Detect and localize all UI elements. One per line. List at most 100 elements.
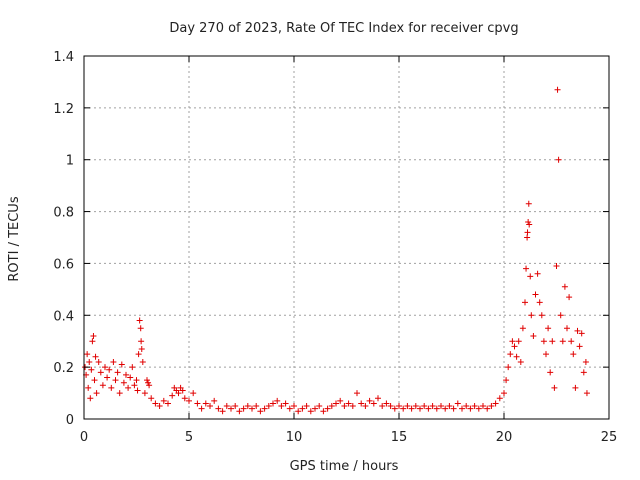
y-axis-label: ROTI / TECUs — [7, 196, 22, 281]
data-point — [492, 400, 499, 407]
data-point — [547, 369, 554, 376]
data-point — [438, 403, 444, 410]
data-point — [358, 400, 365, 407]
chart-title: Day 270 of 2023, Rate Of TEC Index for r… — [169, 21, 518, 36]
data-point — [261, 405, 268, 412]
y-tick-label: 1 — [66, 154, 74, 169]
data-point — [223, 403, 230, 410]
data-point — [576, 343, 583, 350]
data-point — [362, 403, 369, 410]
data-point — [198, 405, 205, 412]
data-point — [87, 395, 94, 402]
data-point — [175, 390, 182, 397]
data-point — [574, 327, 581, 334]
data-point — [442, 405, 449, 412]
data-point — [496, 395, 503, 402]
data-point — [387, 403, 394, 410]
data-point — [523, 265, 530, 272]
data-point — [446, 403, 453, 410]
data-point — [219, 408, 226, 415]
data-point — [211, 397, 218, 404]
data-points — [82, 86, 590, 415]
data-point — [228, 405, 234, 412]
data-point — [582, 358, 589, 365]
data-point — [341, 403, 348, 410]
data-point — [333, 400, 339, 407]
data-point — [190, 390, 197, 397]
data-point — [433, 405, 440, 412]
data-point — [291, 403, 297, 410]
data-point — [555, 156, 562, 163]
data-point — [501, 390, 507, 397]
data-point — [215, 405, 222, 412]
data-point — [583, 390, 590, 397]
data-point — [89, 338, 96, 345]
data-point — [129, 364, 136, 371]
data-point — [270, 400, 276, 407]
data-point — [417, 405, 423, 412]
data-point — [526, 221, 533, 228]
data-point — [324, 405, 331, 412]
data-point — [527, 273, 534, 280]
data-point — [240, 405, 247, 412]
data-point — [425, 405, 432, 412]
y-tick-label: 0 — [66, 413, 74, 428]
data-point — [282, 400, 289, 407]
data-point — [91, 377, 98, 384]
data-point — [459, 405, 465, 412]
x-tick-label: 25 — [601, 430, 618, 445]
data-point — [194, 400, 201, 407]
data-point — [110, 358, 117, 365]
data-point — [391, 405, 398, 412]
data-point — [165, 400, 171, 407]
data-point — [517, 358, 524, 365]
data-point — [136, 317, 143, 324]
data-point — [525, 200, 532, 207]
data-point — [125, 384, 132, 391]
data-point — [92, 353, 99, 360]
data-point — [379, 403, 386, 410]
data-point — [135, 351, 142, 358]
data-point — [146, 382, 153, 389]
data-point — [396, 403, 402, 410]
data-point — [320, 408, 327, 415]
data-point — [554, 86, 561, 93]
data-point — [156, 403, 163, 410]
data-point — [519, 325, 526, 332]
data-point — [480, 403, 486, 410]
x-tick-label: 15 — [391, 430, 408, 445]
data-point — [421, 403, 428, 410]
axis-ticks: 0 5 10 15 20 25 0 0.2 0.4 0.6 0.8 1 1.2 1.4 — [53, 50, 617, 445]
grid-lines — [84, 56, 609, 419]
y-tick-label: 1.4 — [53, 50, 74, 65]
data-point — [553, 263, 560, 270]
data-point — [454, 400, 461, 407]
data-point — [561, 283, 568, 290]
data-point — [580, 369, 587, 376]
data-point — [88, 366, 95, 373]
data-point — [540, 338, 547, 345]
data-point — [525, 218, 532, 225]
data-point — [515, 338, 522, 345]
data-point — [354, 390, 360, 397]
data-point — [139, 358, 146, 365]
data-point — [524, 234, 531, 241]
data-point — [545, 325, 552, 332]
data-point — [144, 377, 150, 384]
data-point — [253, 403, 260, 410]
data-point — [578, 330, 585, 337]
data-point — [90, 333, 97, 340]
data-point — [450, 405, 457, 412]
data-point — [549, 338, 556, 345]
data-point — [557, 312, 564, 319]
data-point — [232, 403, 239, 410]
data-point — [145, 379, 152, 386]
data-point — [299, 405, 306, 412]
data-point — [86, 358, 93, 365]
data-point — [106, 366, 113, 373]
x-tick-label: 10 — [286, 430, 303, 445]
data-point — [532, 291, 539, 298]
data-point — [404, 403, 411, 410]
data-point — [274, 397, 281, 404]
data-point — [181, 395, 188, 402]
